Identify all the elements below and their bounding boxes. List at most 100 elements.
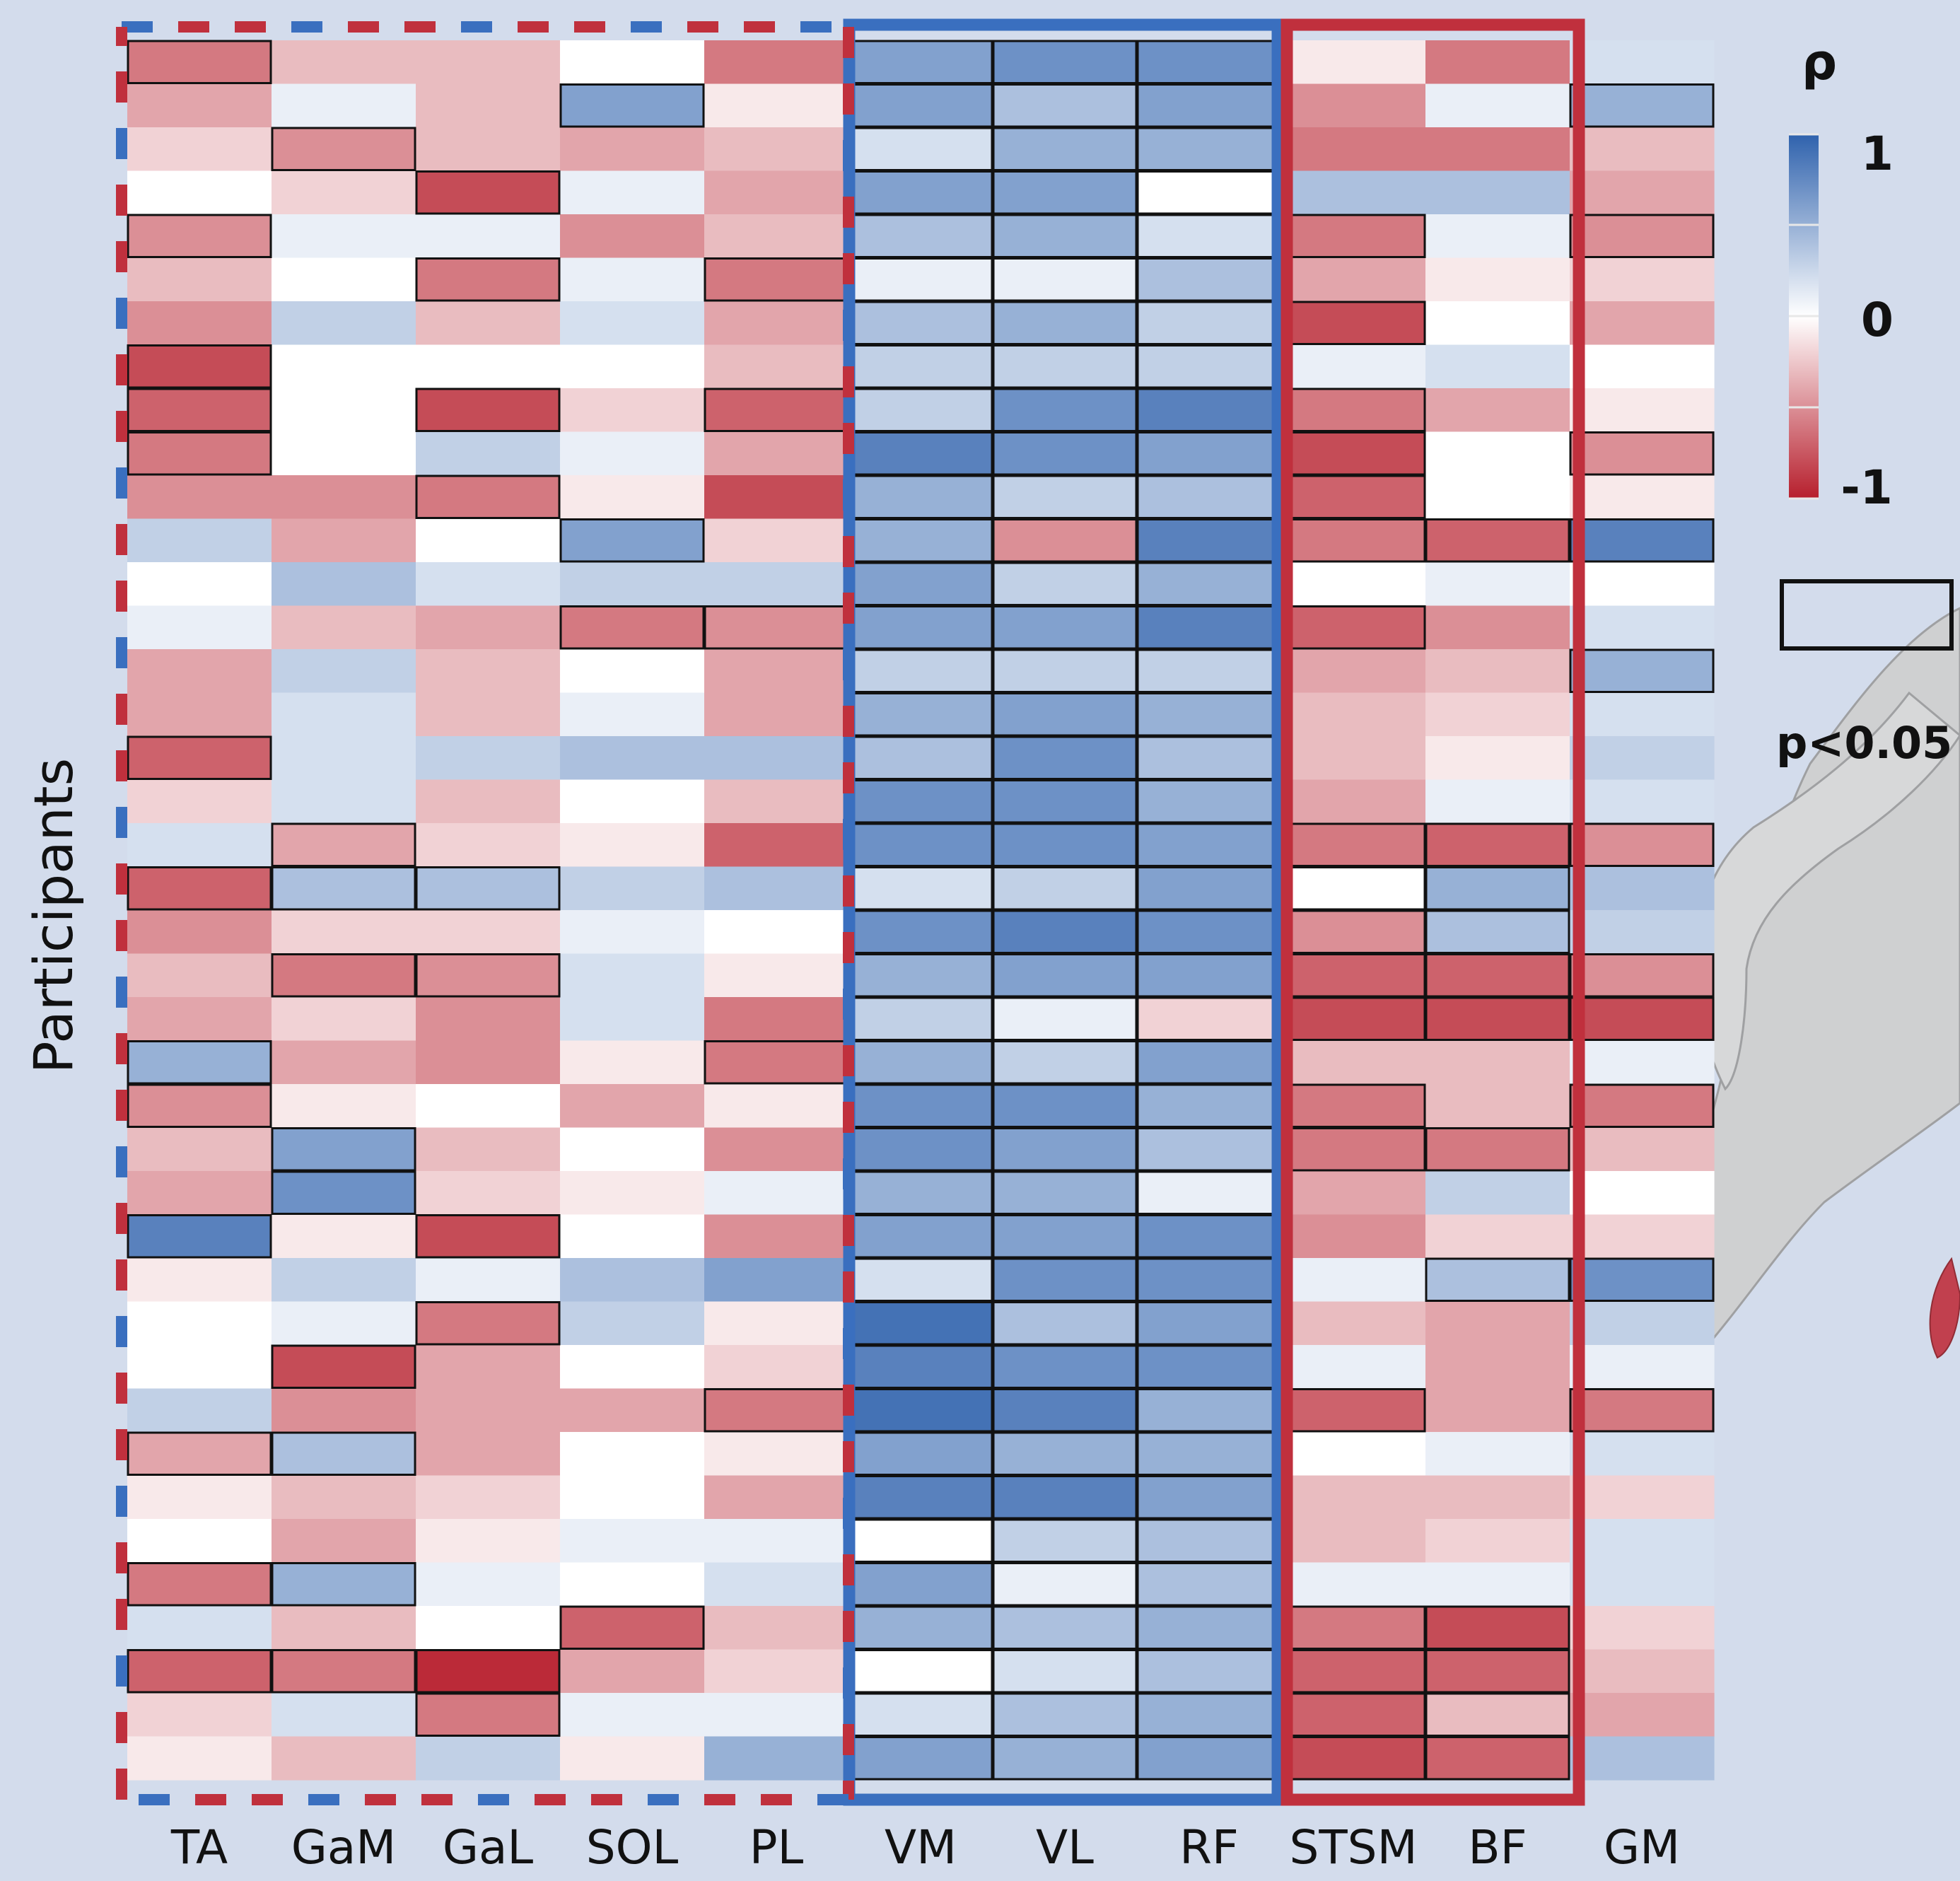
heatmap-cell <box>704 431 849 476</box>
heatmap-cell <box>1425 866 1570 911</box>
heatmap-cell <box>848 692 993 737</box>
significant-cell-border <box>415 1214 561 1259</box>
heatmap-cell <box>1137 1432 1282 1477</box>
heatmap-cell <box>127 214 272 259</box>
heatmap-cell <box>1281 214 1426 259</box>
heatmap-cell <box>1570 1432 1715 1477</box>
significant-cell-border <box>559 605 705 650</box>
significant-cell-border <box>992 1692 1138 1737</box>
heatmap-cell <box>272 823 416 868</box>
significant-cell-border <box>992 953 1138 998</box>
heatmap-cell <box>848 1214 993 1259</box>
heatmap-cell <box>1137 910 1282 955</box>
heatmap-cell <box>416 779 561 824</box>
heatmap-cell <box>272 1171 416 1216</box>
column-label-vl: VL <box>1036 1820 1094 1875</box>
heatmap-cell <box>272 562 416 607</box>
heatmap-cell <box>127 301 272 346</box>
heatmap-cell <box>560 866 705 911</box>
heatmap-cell <box>1281 1388 1426 1433</box>
heatmap-cell <box>1425 518 1570 563</box>
heatmap-cell <box>993 475 1138 520</box>
heatmap-cell <box>1570 1127 1715 1172</box>
heatmap-cell <box>272 1084 416 1129</box>
heatmap-cell <box>1137 1388 1282 1433</box>
heatmap-cell <box>848 953 993 998</box>
significant-cell-border <box>1569 822 1715 867</box>
heatmap-cell <box>1281 40 1426 85</box>
heatmap-cell <box>704 1432 849 1477</box>
heatmap-cell <box>1425 953 1570 998</box>
significant-cell-border <box>992 648 1138 693</box>
heatmap-cell <box>1425 1171 1570 1216</box>
heatmap-cell <box>272 910 416 955</box>
significant-cell-border <box>271 1562 416 1607</box>
column-label-gal: GaL <box>443 1820 534 1875</box>
heatmap-cell <box>1425 736 1570 781</box>
heatmap-cell <box>560 1301 705 1346</box>
heatmap-cell <box>127 1519 272 1563</box>
heatmap-cell <box>127 997 272 1042</box>
heatmap-cell <box>1425 779 1570 824</box>
significant-cell-border <box>127 1083 272 1128</box>
heatmap-cell <box>1281 1214 1426 1259</box>
significant-cell-border <box>992 1083 1138 1128</box>
heatmap-cell <box>560 170 705 215</box>
heatmap-cell <box>127 127 272 172</box>
significant-cell-border <box>1425 1605 1570 1650</box>
heatmap-cell <box>1281 1301 1426 1346</box>
heatmap-cell <box>416 910 561 955</box>
heatmap-cell <box>560 605 705 650</box>
significant-cell-border <box>271 127 416 171</box>
heatmap-cell <box>1137 1519 1282 1563</box>
significant-cell-border <box>127 1649 272 1694</box>
significant-cell-border <box>559 83 705 128</box>
heatmap-cell <box>1137 257 1282 302</box>
heatmap-cell <box>416 518 561 563</box>
heatmap-cell <box>1137 1301 1282 1346</box>
heatmap-cell <box>560 1040 705 1085</box>
significant-cell-border <box>127 388 272 432</box>
heatmap-cell <box>848 301 993 346</box>
heatmap-cell <box>1570 431 1715 476</box>
heatmap-cell <box>848 475 993 520</box>
heatmap-cell <box>416 736 561 781</box>
heatmap-cell <box>127 866 272 911</box>
heatmap-cell <box>1281 910 1426 955</box>
heatmap-cell <box>848 997 993 1042</box>
significant-cell-border <box>271 1344 416 1389</box>
heatmap-cell <box>1425 431 1570 476</box>
heatmap-cell <box>1570 1475 1715 1520</box>
heatmap-cell <box>1425 910 1570 955</box>
heatmap-cell <box>560 779 705 824</box>
heatmap-cell <box>1425 1432 1570 1477</box>
heatmap-cell <box>704 605 849 650</box>
heatmap-cell <box>127 257 272 302</box>
heatmap-cell <box>560 692 705 737</box>
heatmap-cell <box>127 518 272 563</box>
heatmap-cell <box>1570 1388 1715 1433</box>
significant-cell-border <box>992 561 1138 606</box>
heatmap-cell <box>416 1606 561 1650</box>
heatmap-cell <box>993 1084 1138 1129</box>
heatmap-cell <box>704 1084 849 1129</box>
column-label-rf: RF <box>1179 1820 1239 1875</box>
column-label-gam: GaM <box>291 1820 397 1875</box>
heatmap-cell <box>1570 1693 1715 1737</box>
heatmap-cell <box>416 1475 561 1520</box>
heatmap-cell <box>127 1171 272 1216</box>
heatmap-cell <box>416 40 561 85</box>
heatmap-cell <box>1137 127 1282 172</box>
significant-cell-border <box>127 1562 272 1607</box>
significant-cell-border <box>992 1736 1138 1781</box>
heatmap-cell <box>1570 562 1715 607</box>
heatmap-cell <box>1137 1040 1282 1085</box>
heatmap-cell <box>704 1301 849 1346</box>
heatmap-cell <box>416 1388 561 1433</box>
heatmap-cell <box>1570 997 1715 1042</box>
heatmap-cell <box>1425 1258 1570 1303</box>
heatmap-cell <box>1425 1519 1570 1563</box>
heatmap-cell <box>1281 1040 1426 1085</box>
heatmap-cell <box>1281 257 1426 302</box>
heatmap-cell <box>127 562 272 607</box>
